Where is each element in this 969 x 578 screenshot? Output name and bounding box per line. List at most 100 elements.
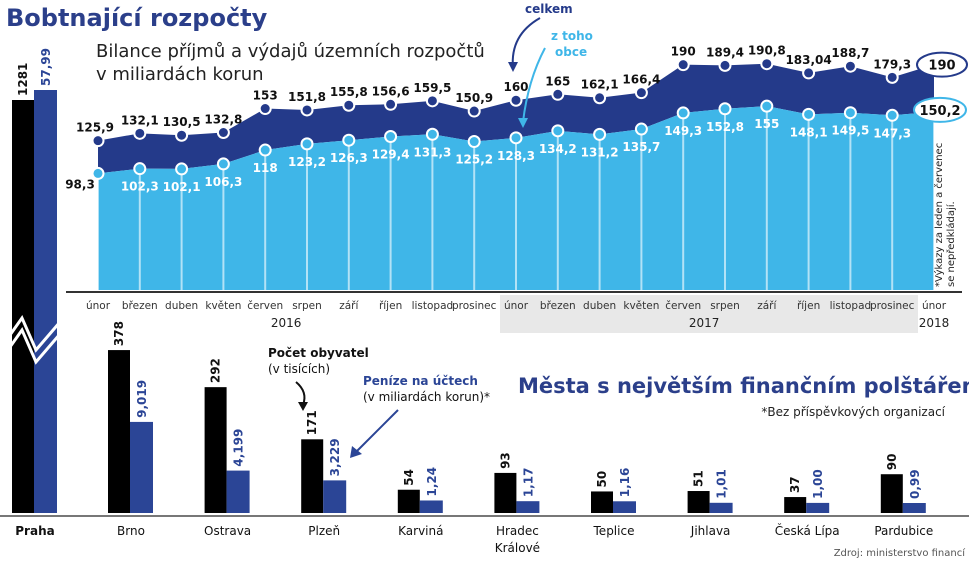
arrow-head-icon [508, 62, 518, 72]
point-total [300, 103, 314, 117]
label-population: 51 [692, 470, 706, 487]
city-label: Praha [15, 524, 54, 538]
label-municipal: 152,8 [706, 120, 744, 134]
label-municipal: 98,3 [65, 177, 95, 191]
x-tick-label: únor [86, 300, 111, 312]
point-total [843, 59, 857, 73]
bar-population [108, 350, 130, 513]
point-municipal [425, 127, 439, 141]
label-municipal: 102,3 [121, 180, 159, 194]
point-total [91, 134, 105, 148]
city-label: Králové [495, 541, 540, 555]
bars-note: *Bez příspěvkových organizací [761, 405, 945, 419]
bar-population [784, 497, 807, 513]
legend-municipal-line1: z toho [551, 29, 593, 43]
source-note: Zdroj: ministerstvo financí [834, 547, 967, 559]
label-total: 159,5 [413, 81, 451, 95]
label-total: 151,8 [288, 90, 326, 104]
label-total: 190,8 [748, 44, 786, 58]
point-total [718, 58, 732, 72]
label-money: 0,99 [908, 469, 922, 499]
point-municipal [634, 122, 648, 136]
legend-total: celkem [525, 2, 573, 16]
point-total [509, 93, 523, 107]
label-municipal: 149,3 [664, 124, 702, 138]
label-total: 166,4 [622, 73, 660, 87]
label-population: 50 [595, 471, 609, 488]
city-label: Pardubice [874, 524, 933, 538]
label-municipal: 126,3 [330, 151, 368, 165]
x-tick-label: září [339, 300, 359, 312]
label-total: 183,04 [785, 53, 831, 67]
x-tick-label: říjen [797, 300, 820, 312]
bar-population [301, 439, 324, 513]
point-municipal [467, 135, 481, 149]
point-total [425, 94, 439, 108]
label-municipal: 102,1 [163, 180, 201, 194]
legend-population-arrow [295, 381, 306, 406]
point-total [676, 58, 690, 72]
x-tick-label: červen [665, 300, 701, 312]
bar-population [397, 489, 420, 513]
bar-population [591, 491, 613, 513]
legend-total-arrow [511, 17, 541, 69]
point-municipal [175, 162, 189, 176]
point-total [760, 57, 774, 71]
label-total: 155,8 [330, 85, 368, 99]
label-money: 1,16 [618, 468, 632, 498]
label-money: 1,01 [715, 469, 729, 499]
bar-money [806, 502, 830, 513]
bar-money [516, 501, 540, 513]
x-tick-label: duben [165, 300, 198, 312]
label-population: 378 [112, 321, 126, 346]
arrow-head-icon [298, 402, 308, 411]
label-total: 189,4 [706, 45, 744, 59]
label-municipal: 148,1 [790, 125, 828, 139]
x-tick-label: srpen [710, 300, 740, 312]
point-total [467, 104, 481, 118]
arrow-head-icon [350, 446, 362, 458]
point-municipal [91, 166, 105, 180]
city-label: Ostrava [204, 524, 251, 538]
axis-break-icon [8, 326, 62, 365]
bar-money [613, 501, 636, 513]
label-total: 188,7 [831, 46, 869, 60]
bar-money [34, 90, 57, 513]
x-tick-label: únor [504, 300, 529, 312]
label-municipal: 131,2 [581, 145, 619, 159]
bar-population [204, 387, 227, 513]
x-tick-label: únor [922, 300, 947, 312]
city-label: Brno [117, 524, 145, 538]
city-label: Teplice [593, 524, 635, 538]
point-total [384, 97, 398, 111]
label-municipal: 106,3 [204, 175, 242, 189]
city-label: Plzeň [308, 524, 340, 538]
label-money: 4,199 [232, 429, 246, 467]
point-total [175, 128, 189, 142]
point-total [216, 125, 230, 139]
legend-population: Počet obyvatel [268, 346, 369, 360]
point-municipal [760, 99, 774, 113]
label-population: 54 [402, 469, 416, 486]
x-tick-label: srpen [292, 300, 322, 312]
label-municipal: 128,3 [497, 149, 535, 163]
label-municipal: 155 [754, 117, 779, 131]
axis-break-icon [8, 314, 62, 353]
label-total: 150,9 [455, 91, 493, 105]
city-label: Česká Lípa [775, 523, 840, 538]
x-tick-label: březen [540, 300, 576, 312]
city-label: Karviná [398, 524, 443, 538]
legend-municipal-arrow [522, 47, 546, 123]
x-tick-label: listopad [412, 300, 454, 312]
year-label: 2017 [689, 316, 720, 330]
cities-bar-chart: 1281 57,99 Praha 378 9,019 Brno 292 4,199 Ostrav… [0, 48, 969, 555]
legend-money: Peníze na účtech [363, 374, 478, 388]
label-total: 132,1 [121, 113, 159, 127]
label-total: 190 [928, 59, 955, 74]
point-total [133, 126, 147, 140]
label-money: 57,99 [39, 48, 53, 86]
year-label: 2018 [919, 316, 950, 330]
point-municipal [843, 106, 857, 120]
city-label: Hradec [496, 524, 539, 538]
label-total: 132,8 [204, 112, 242, 126]
